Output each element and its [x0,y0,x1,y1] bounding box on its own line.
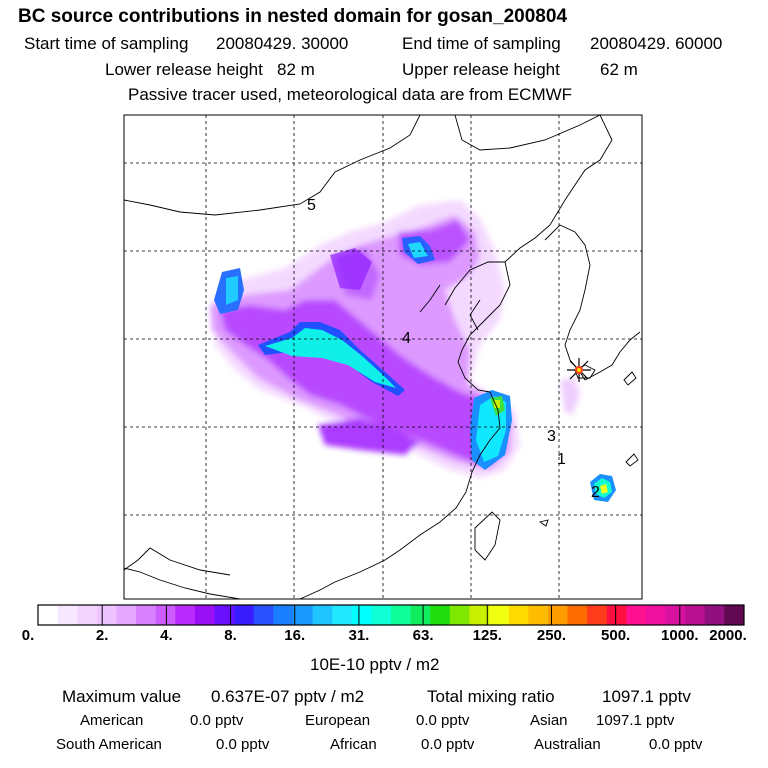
legend-swatch [449,605,470,625]
legend-swatch [155,605,176,625]
color-legend [37,604,745,626]
legend-swatch [38,605,59,625]
region-value-african: 0.0 pptv [421,736,475,753]
region-label-2: 2 [591,484,600,501]
legend-swatch [587,605,608,625]
lower-height-value: 82 m [277,60,315,79]
legend-swatch [312,605,333,625]
region-name-american: American [80,712,144,729]
legend-swatch [96,605,117,625]
legend-tick-label: 125. [472,627,502,644]
legend-swatch [214,605,235,625]
legend-swatch [332,605,353,625]
start-time-label: Start time of sampling [24,34,189,53]
start-time-value: 20080429. 30000 [216,34,349,53]
legend-tick-label: 500. [601,627,631,644]
legend-swatch [77,605,98,625]
legend-tick-label: 2000. [709,627,747,644]
legend-swatch [410,605,431,625]
upper-height-value: 62 m [600,60,638,79]
legend-swatch [116,605,137,625]
legend-swatch [489,605,510,625]
legend-swatch [57,605,78,625]
legend-swatch [626,605,647,625]
end-time-value: 20080429. 60000 [590,34,723,53]
region-label-1: 1 [557,451,566,468]
region-label-3: 3 [547,428,556,445]
region-name-european: European [305,712,371,729]
legend-swatch [469,605,490,625]
region-value-asian: 1097.1 pptv [596,712,675,729]
legend-tick-label: 1000. [661,627,699,644]
legend-swatch [136,605,157,625]
legend-swatch [685,605,706,625]
legend-swatch [567,605,588,625]
legend-swatch [528,605,549,625]
total-mixing-value: 1097.1 pptv [602,687,691,706]
region-value-european: 0.0 pptv [416,712,470,729]
legend-swatch [645,605,666,625]
legend-swatch [253,605,274,625]
legend-swatch [234,605,255,625]
legend-tick-label: 63. [412,627,434,644]
legend-swatch [351,605,372,625]
upper-height-label: Upper release height [402,60,560,79]
model-note: Passive tracer used, meteorological data… [128,85,573,104]
region-value-south-american: 0.0 pptv [216,736,270,753]
plot-title: BC source contributions in nested domain… [18,6,568,27]
region-name-asian: Asian [530,712,568,729]
lower-height-label: Lower release height [105,60,263,79]
legend-tick-label: 4. [160,627,173,644]
legend-swatch [175,605,196,625]
legend-tick-label: 31. [348,627,370,644]
map-frame [123,114,643,600]
legend-swatch [665,605,686,625]
legend-swatch [430,605,451,625]
legend-swatch [547,605,568,625]
legend-swatch [371,605,392,625]
legend-tick-label: 2. [95,627,109,644]
legend-tick-label: 0. [21,627,35,644]
star-marker-icon [567,358,591,382]
legend-swatch [508,605,529,625]
legend-swatch [273,605,294,625]
region-name-south-american: South American [56,736,162,753]
region-label-4: 4 [402,330,411,347]
region-value-australian: 0.0 pptv [649,736,703,753]
legend-tick-label: 250. [536,627,567,644]
legend-tick-label: 8. [224,627,237,644]
region-label-5: 5 [307,197,316,214]
region-name-australian: Australian [534,736,601,753]
legend-swatch [724,605,745,625]
legend-swatch [194,605,215,625]
legend-swatch [391,605,412,625]
legend-unit: 10E-10 pptv / m2 [310,655,440,674]
total-mixing-label: Total mixing ratio [427,687,555,706]
legend-tick-label: 16. [284,627,306,644]
end-time-label: End time of sampling [402,34,561,53]
max-value: 0.637E-07 pptv / m2 [211,687,365,706]
legend-swatch [606,605,627,625]
lat-lon-grid [124,115,642,599]
legend-swatch [292,605,313,625]
region-value-american: 0.0 pptv [190,712,244,729]
concentration-field [210,200,616,502]
legend-swatch [704,605,725,625]
max-value-label: Maximum value [62,687,182,706]
region-name-african: African [330,736,377,753]
